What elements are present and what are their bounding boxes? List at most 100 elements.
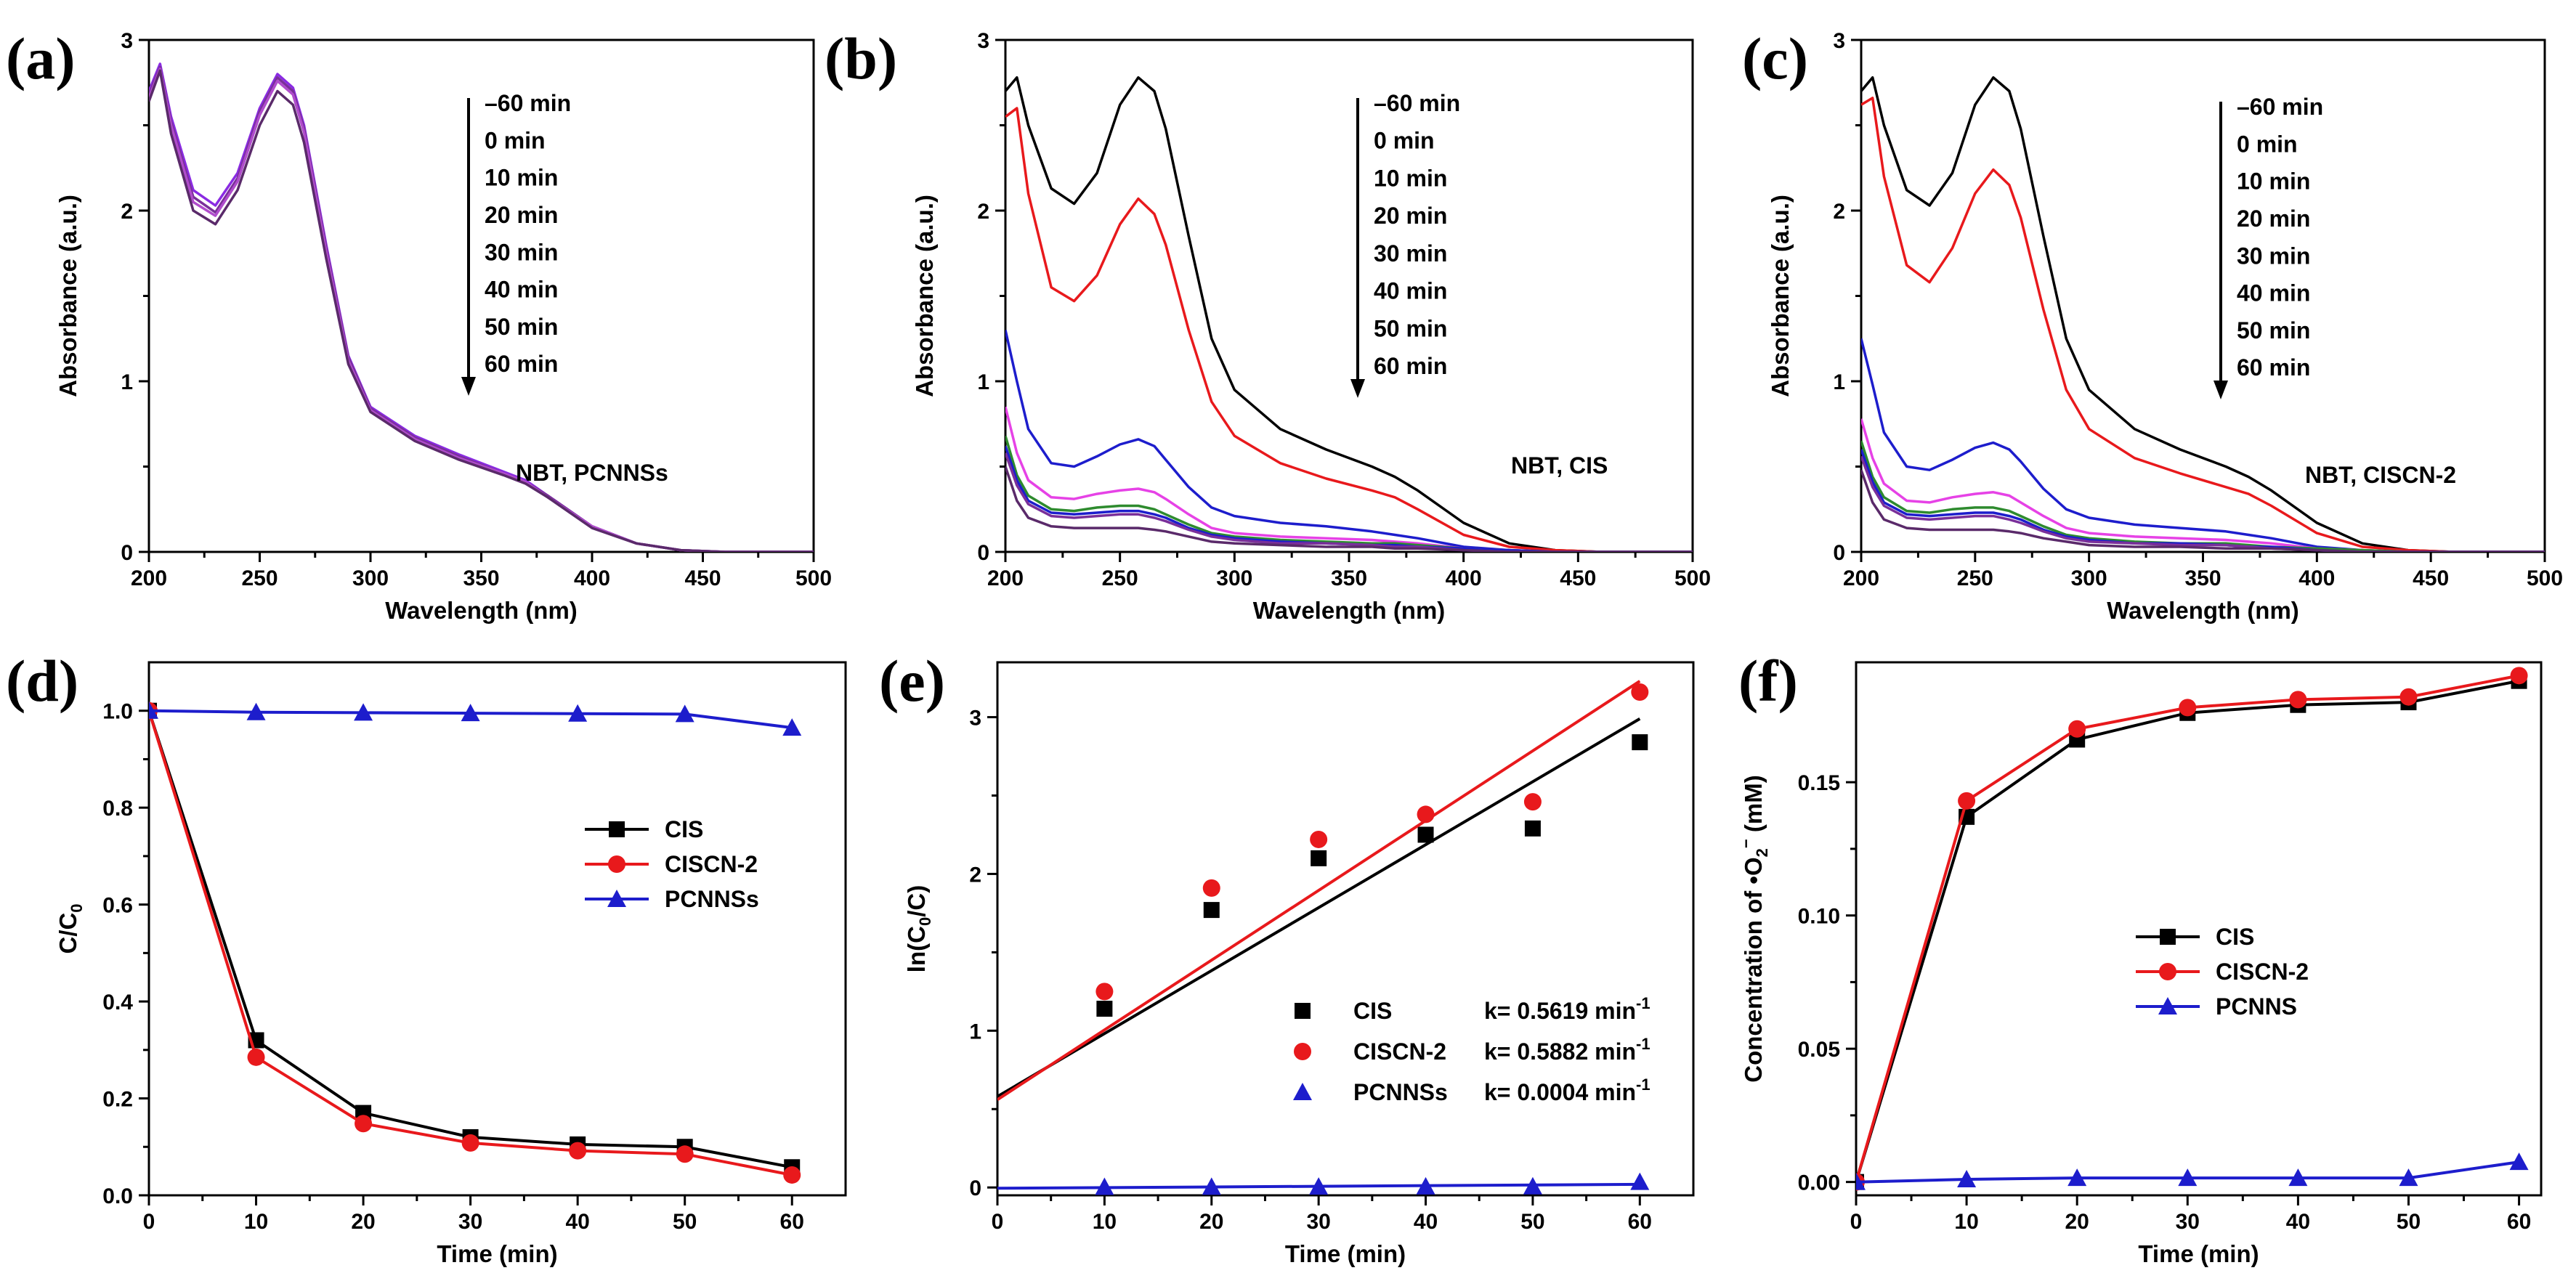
- x-tick-label: 200: [1843, 566, 1879, 590]
- y-tick-label: 2: [1833, 200, 1845, 224]
- legend-label: CIS: [2216, 924, 2254, 950]
- x-tick-label: 40: [2286, 1210, 2310, 1234]
- data-point-CISCN-2: [1958, 792, 1976, 810]
- series-layer: [1005, 76, 1693, 552]
- time-arrow-head: [2214, 381, 2228, 399]
- x-tick-label: 20: [1199, 1210, 1223, 1234]
- x-tick-label: 60: [2507, 1210, 2531, 1234]
- series-line-60minmin: [1005, 76, 1693, 552]
- y-axis-label-sub: 0: [68, 903, 86, 912]
- data-point-PCNNS: [2288, 1168, 2308, 1187]
- series-line-60minmin: [1861, 76, 2545, 552]
- plot-frame: [147, 38, 815, 553]
- legend-marker: [1294, 1043, 1311, 1060]
- series-line-CISCN-2: [1856, 674, 2519, 1183]
- data-point-PCNNSs: [568, 704, 588, 722]
- legend: CIS CISCN-2 PCNNS: [2136, 924, 2309, 1020]
- series-line-CISCN-2: [149, 710, 793, 1176]
- y-tick-label: 0.0: [102, 1184, 133, 1208]
- y-tick-label: 0.15: [1798, 771, 1840, 795]
- data-point-PCNNSs: [149, 701, 158, 719]
- y-axis-label-sup: −: [1737, 839, 1755, 848]
- x-axis-label: Wavelength (nm): [2107, 597, 2299, 624]
- y-axis-label-main: Absorbance (a.u.): [54, 195, 81, 397]
- data-point-PCNNSs: [1309, 1177, 1329, 1195]
- series-line-30minmin: [1861, 440, 2545, 552]
- y-tick-label: 3: [977, 29, 989, 53]
- data-point-PCNNS: [1957, 1169, 1977, 1187]
- y-tick-label: 3: [1833, 29, 1845, 53]
- data-point-CISCN-2: [461, 1134, 479, 1152]
- legend-marker: [609, 821, 625, 837]
- legend-marker: [608, 855, 625, 873]
- data-point-CISCN-2: [2399, 688, 2418, 706]
- sample-annotation: NBT, CIS: [1511, 452, 1608, 479]
- data-point-PCNNSs: [675, 704, 694, 723]
- data-point-CISCN-2: [2179, 699, 2197, 717]
- panel-label: (e): [879, 648, 945, 714]
- x-tick-label: 350: [463, 566, 499, 590]
- x-tick-label: 500: [2527, 566, 2563, 590]
- y-axis-label: C/C0: [54, 903, 86, 953]
- legend-marker: [607, 890, 626, 907]
- panel-label: (b): [825, 25, 897, 92]
- legend-label: CIS: [665, 816, 703, 842]
- legend-marker: [1293, 1083, 1312, 1100]
- legend-label: CISCN-2: [1353, 1038, 1446, 1065]
- series-layer: [1856, 667, 2529, 1191]
- series-line-60minmin: [1005, 465, 1693, 552]
- time-label: 20 min: [1374, 203, 1447, 229]
- y-axis-label-main: Concentration of •O: [1740, 857, 1767, 1082]
- x-axis-label: Wavelength (nm): [1253, 597, 1446, 624]
- panel-label: (a): [6, 25, 76, 92]
- x-tick-label: 50: [2397, 1210, 2421, 1234]
- y-axis-label: Concentration of •O2− (mM): [1737, 775, 1771, 1082]
- x-tick-label: 200: [987, 566, 1024, 590]
- data-point-CIS: [1311, 850, 1327, 866]
- sample-annotation: NBT, PCNNSs: [516, 460, 668, 486]
- data-point-CISCN-2: [247, 1048, 265, 1066]
- data-point-CISCN-2: [2289, 691, 2307, 709]
- time-label: 30 min: [1374, 240, 1447, 267]
- x-tick-label: 300: [1216, 566, 1252, 590]
- y-tick-label: 1: [977, 370, 989, 394]
- x-tick-label: 250: [1957, 566, 1993, 590]
- y-axis-label-sub: 0: [916, 917, 934, 926]
- panel-label: (d): [6, 648, 78, 714]
- data-point-CIS: [1632, 734, 1648, 751]
- time-label: 10 min: [2237, 168, 2310, 195]
- data-point-PCNNS: [2399, 1168, 2418, 1187]
- series-layer: [997, 680, 1650, 1195]
- y-axis-label-main: ln(C: [903, 926, 930, 972]
- rate-constant-label: k= 0.5882 min-1: [1484, 1035, 1650, 1065]
- panel-b: (b) 200 250 300 350 400 450 500 0 1 2 3 Wavelength (…: [825, 25, 1711, 624]
- x-tick-label: 40: [565, 1210, 589, 1234]
- data-point-PCNNSs: [1523, 1176, 1542, 1195]
- series-layer: [149, 701, 802, 1184]
- y-axis-label: ln(C0/C): [903, 885, 934, 972]
- panel-label: (c): [1742, 25, 1808, 92]
- time-arrow-head: [1350, 379, 1365, 398]
- y-tick-label: 2: [121, 200, 133, 224]
- x-tick-label: 450: [684, 566, 721, 590]
- x-tick-label: 30: [2176, 1210, 2200, 1234]
- y-axis-label: Absorbance (a.u.): [54, 195, 81, 397]
- time-arrow-head: [461, 377, 476, 396]
- data-point-CISCN-2: [676, 1145, 694, 1163]
- data-point-PCNNS: [1856, 1172, 1866, 1190]
- y-tick-label: 0: [1833, 541, 1845, 565]
- x-tick-label: 250: [1102, 566, 1138, 590]
- y-tick-label: 0.4: [102, 991, 133, 1014]
- rate-constant-value: k= 0.0004 min: [1484, 1079, 1636, 1105]
- x-tick-label: 200: [131, 566, 167, 590]
- time-label: 60 min: [2237, 354, 2310, 381]
- data-point-PCNNS: [2067, 1168, 2087, 1187]
- data-point-CISCN-2: [569, 1142, 587, 1160]
- y-tick-label: 0: [977, 541, 989, 565]
- series-line-40minmin: [1005, 445, 1693, 552]
- y-tick-label: 0.05: [1798, 1038, 1840, 1062]
- time-label: 40 min: [2237, 280, 2310, 306]
- time-label: 10 min: [1374, 165, 1447, 191]
- time-label: 10 min: [485, 165, 558, 191]
